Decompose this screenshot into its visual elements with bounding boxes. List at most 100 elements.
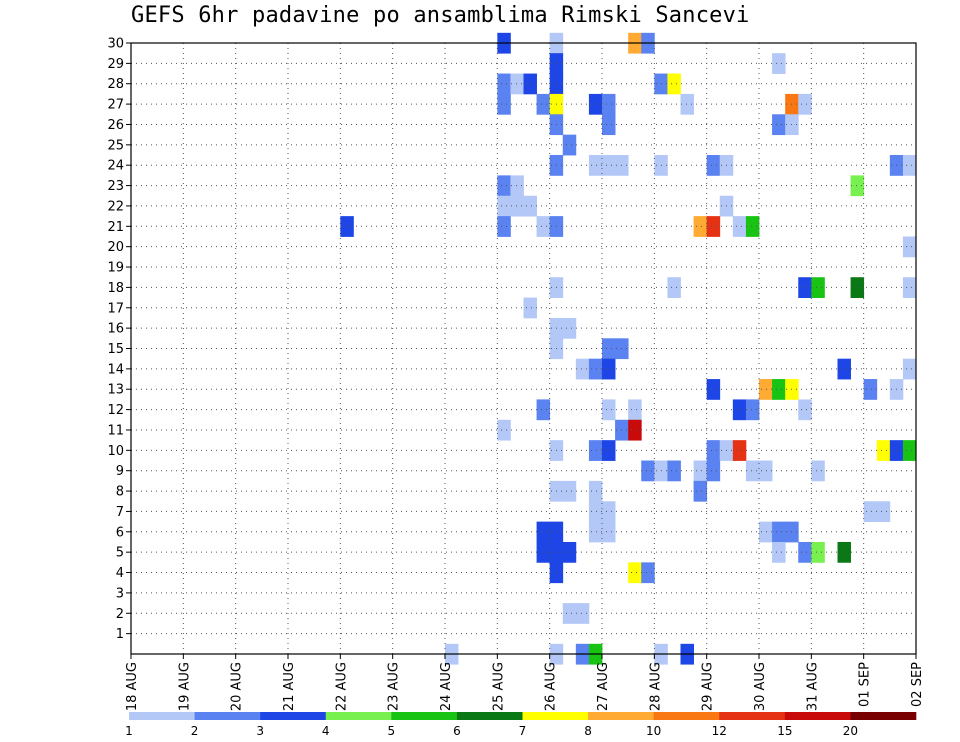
y-tick-label: 21 [107, 220, 124, 235]
heatmap-cell [759, 460, 773, 482]
heatmap-cell [693, 460, 708, 482]
heatmap-cell [745, 216, 760, 237]
heatmap-cell [536, 541, 551, 563]
y-tick-label: 15 [107, 342, 124, 357]
heatmap-cell [837, 358, 851, 380]
heatmap-cell [902, 277, 917, 298]
colorbar-label: 3 [256, 724, 264, 738]
heatmap-cell [732, 216, 747, 237]
x-tick-label: 27 AUG [596, 662, 611, 711]
colorbar-segment [325, 712, 392, 720]
heatmap-cell [902, 358, 917, 380]
heatmap-cell [536, 216, 551, 237]
y-tick-label: 14 [107, 362, 124, 377]
colorbar-segment [260, 712, 327, 720]
heatmap-cell [876, 501, 891, 523]
y-tick-label: 27 [107, 98, 124, 113]
heatmap-cell [588, 155, 603, 176]
heatmap-cell [602, 440, 616, 461]
colorbar-label: 4 [322, 724, 330, 738]
y-tick-label: 1 [116, 627, 124, 642]
colorbar-segment [588, 712, 654, 720]
heatmap-cell [667, 73, 681, 95]
colorbar-segment [129, 712, 195, 720]
y-tick-label: 12 [107, 403, 124, 418]
x-tick-label: 21 AUG [282, 662, 297, 711]
heatmap-cell [602, 399, 616, 421]
heatmap-cell [667, 277, 681, 298]
y-tick-label: 16 [107, 322, 124, 337]
heatmap-cell [732, 399, 747, 421]
heatmap-cell [510, 195, 524, 217]
x-tick-label: 31 AUG [805, 662, 820, 711]
heatmap-cell [497, 73, 511, 95]
heatmap-cell [876, 440, 891, 461]
heatmap-cell [772, 114, 786, 136]
y-tick-label: 5 [116, 546, 124, 561]
heatmap-cell [706, 155, 721, 176]
y-tick-label: 8 [116, 485, 124, 500]
heatmap-cell [588, 521, 603, 543]
heatmap-cell [628, 399, 642, 421]
y-tick-label: 10 [107, 444, 124, 459]
heatmap-cell [772, 53, 786, 74]
heatmap-cell [602, 338, 616, 360]
heatmap-cell [510, 73, 524, 95]
heatmap-cell [628, 562, 642, 584]
colorbar-label: 10 [646, 724, 661, 738]
y-tick-label: 25 [107, 138, 124, 153]
heatmap-cell [706, 379, 721, 400]
heatmap-cell [562, 603, 577, 624]
heatmap-cell [759, 379, 773, 400]
heatmap-cell [693, 480, 708, 502]
colorbar-label: 20 [843, 724, 858, 738]
y-tick-label: 17 [107, 301, 124, 316]
heatmap-cell [340, 216, 354, 237]
heatmap-cell [575, 358, 590, 380]
heatmap-cell [667, 460, 681, 482]
colorbar-label: 5 [388, 724, 396, 738]
colorbar-label: 1 [125, 724, 133, 738]
heatmap-cell [497, 419, 511, 441]
x-tick-label: 25 AUG [491, 662, 506, 711]
heatmap-cell [588, 501, 603, 523]
colorbar-segment [719, 712, 786, 720]
heatmap-cell [628, 419, 642, 441]
colorbar-label: 8 [584, 724, 592, 738]
heatmap-cell [759, 521, 773, 543]
x-tick-label: 26 AUG [544, 662, 559, 711]
heatmap-cell [523, 73, 537, 95]
x-tick-label: 23 AUG [387, 662, 402, 711]
heatmap-cell [772, 541, 786, 563]
heatmap-cell [837, 541, 851, 563]
x-tick-label: 28 AUG [648, 662, 663, 711]
heatmap-cell [602, 501, 616, 523]
heatmap-cell [706, 440, 721, 461]
y-tick-label: 9 [116, 464, 124, 479]
colorbar-segment [456, 712, 523, 720]
heatmap-cell [523, 195, 537, 217]
y-tick-label: 30 [107, 37, 124, 52]
heatmap-cell [745, 460, 760, 482]
colorbar-label: 7 [519, 724, 527, 738]
heatmap-cell [536, 521, 551, 543]
y-tick-label: 28 [107, 77, 124, 92]
colorbar-segment [194, 712, 261, 720]
heatmap-cell [497, 216, 511, 237]
y-tick-label: 3 [116, 586, 124, 601]
heatmap-cell [863, 379, 878, 400]
y-tick-label: 7 [116, 505, 124, 520]
heatmap-cell [811, 541, 825, 563]
y-tick-label: 24 [107, 159, 124, 174]
heatmap-cell [497, 175, 511, 197]
colorbar-label: 12 [712, 724, 727, 738]
y-tick-label: 4 [116, 566, 124, 581]
heatmap-cell [641, 562, 655, 584]
heatmap-cell [510, 175, 524, 197]
heatmap-cell [772, 379, 786, 400]
heatmap-cell [497, 195, 511, 217]
x-tick-label: 19 AUG [177, 662, 192, 711]
heatmap-cell [798, 541, 812, 563]
colorbar-segment [391, 712, 458, 720]
heatmap-cell [902, 155, 917, 176]
